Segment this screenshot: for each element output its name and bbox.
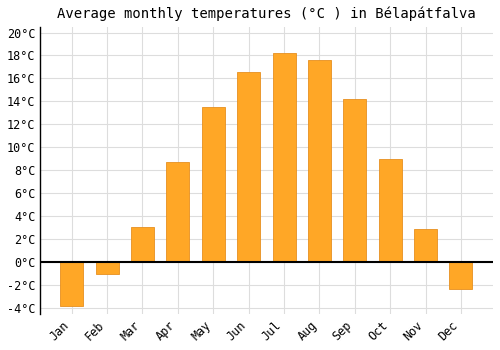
Bar (60, 262, 83, 306)
Bar (414, 229, 437, 262)
Title: Average monthly temperatures (°C ) in Bélapátfalva: Average monthly temperatures (°C ) in Bé… (57, 7, 476, 21)
Bar (96, 262, 118, 274)
Bar (272, 53, 295, 262)
Bar (308, 60, 331, 262)
Bar (378, 159, 402, 262)
Bar (131, 226, 154, 262)
Bar (237, 71, 260, 262)
Bar (450, 262, 472, 289)
Bar (166, 162, 190, 262)
Bar (344, 99, 366, 262)
Bar (202, 107, 225, 262)
